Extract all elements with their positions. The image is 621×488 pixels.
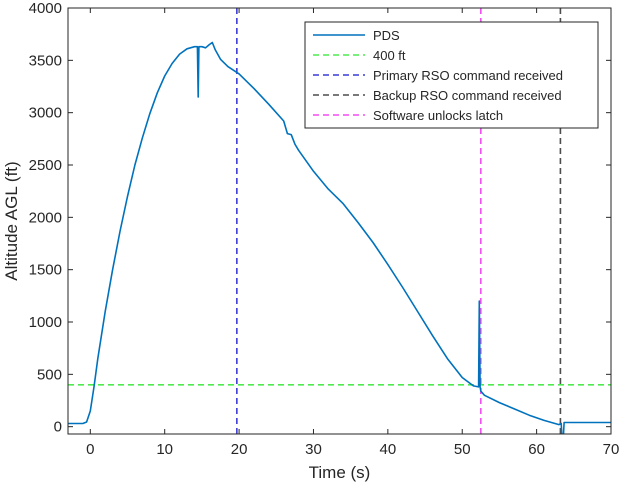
x-axis-title: Time (s) (309, 463, 371, 482)
y-tick-label: 3500 (29, 52, 62, 69)
series-line-pds (68, 41, 611, 434)
y-tick-label: 1500 (29, 262, 62, 279)
y-tick-label: 500 (37, 366, 62, 383)
y-tick-label: 3000 (29, 105, 62, 122)
legend-label: PDS (373, 28, 400, 43)
x-tick-label: 60 (528, 441, 545, 458)
x-tick-label: 50 (454, 441, 471, 458)
x-tick-label: 40 (380, 441, 397, 458)
y-tick-label: 2000 (29, 209, 62, 226)
y-tick-label: 0 (54, 419, 62, 436)
x-tick-label: 10 (156, 441, 173, 458)
x-tick-label: 20 (231, 441, 248, 458)
legend-label: Backup RSO command received (373, 88, 562, 103)
x-tick-label: 70 (603, 441, 620, 458)
y-tick-label: 1000 (29, 314, 62, 331)
legend-label: Software unlocks latch (373, 108, 503, 123)
legend-label: 400 ft (373, 48, 406, 63)
legend-label: Primary RSO command received (373, 68, 563, 83)
x-tick-label: 30 (305, 441, 322, 458)
legend: PDS 400 ft Primary RSO command received Bac… (304, 21, 599, 129)
plot-frame (67, 7, 612, 435)
y-tick-label: 2500 (29, 157, 62, 174)
y-axis-title: Altitude AGL (ft) (2, 161, 21, 280)
x-tick-label: 0 (86, 441, 94, 458)
y-tick-label: 4000 (29, 0, 62, 17)
